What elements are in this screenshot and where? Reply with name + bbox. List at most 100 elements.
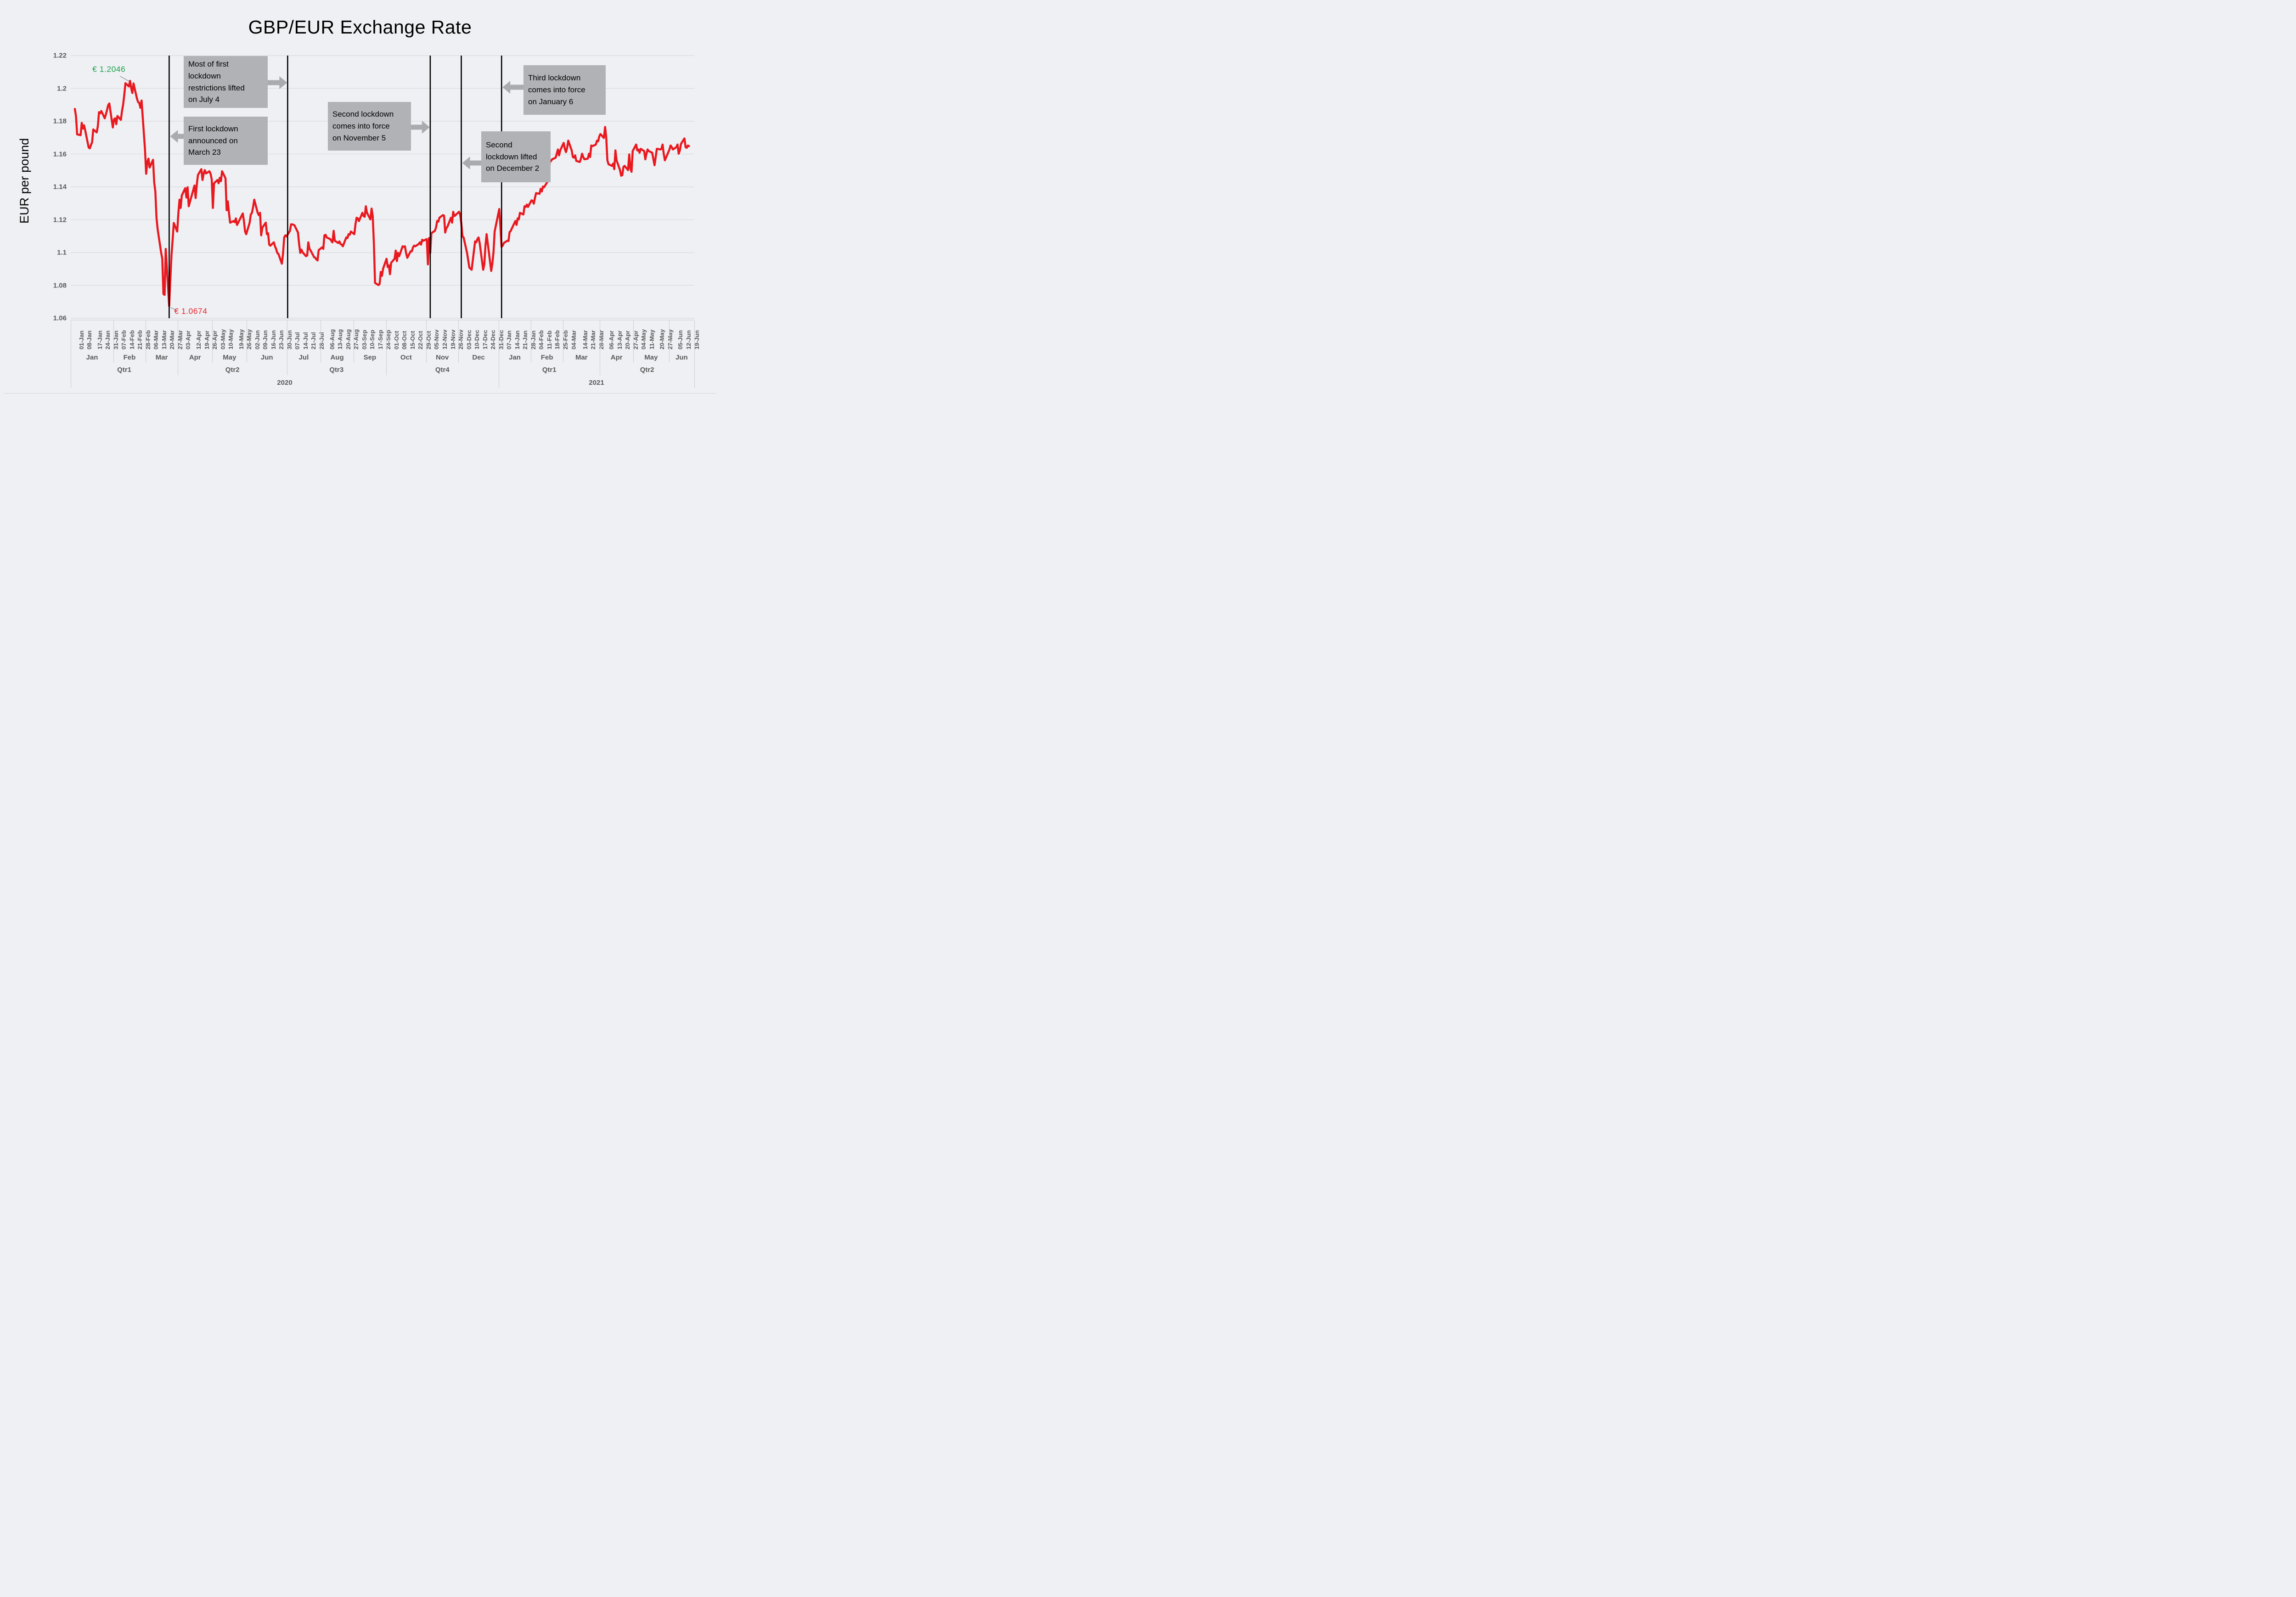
x-tick-label: 13-Apr	[616, 330, 623, 349]
x-tick-label: 03-May	[219, 329, 226, 349]
min-marker-leader	[170, 307, 178, 311]
x-tick-label: 20-May	[658, 329, 666, 349]
month-label: Apr	[610, 354, 623, 361]
year-label: 2021	[589, 379, 604, 387]
x-tick-label: 03-Sep	[360, 330, 368, 349]
plot-canvas	[71, 55, 694, 321]
quarter-label: Qtr4	[435, 366, 450, 374]
x-tick-label: 01-Oct	[393, 331, 400, 349]
x-tick-label: 07-Feb	[120, 330, 128, 349]
x-tick-label: 12-Jun	[685, 330, 692, 349]
x-tick-label: 12-Nov	[441, 329, 448, 349]
x-tick-label: 13-Mar	[160, 330, 168, 349]
x-tick-label: 12-Apr	[195, 330, 202, 349]
x-tick-label: 07-Jul	[294, 332, 301, 349]
x-tick-label: 09-Jun	[262, 330, 269, 349]
y-tick-label: 1.06	[53, 314, 67, 322]
x-tick-label: 27-May	[666, 329, 674, 349]
x-tick-label: 11-May	[648, 329, 655, 349]
annotation-arrow-left-icon	[462, 157, 481, 169]
x-tick-label: 04-May	[640, 329, 647, 349]
x-tick-label: 16-Jun	[270, 330, 277, 349]
month-separator	[458, 321, 459, 363]
x-tick-label: 02-Jun	[253, 330, 261, 349]
y-tick-label: 1.22	[53, 51, 67, 60]
x-tick-label: 24-Jan	[104, 330, 112, 349]
month-label: Jul	[298, 354, 309, 361]
x-tick-label: 19-May	[237, 329, 245, 349]
x-tick-label: 28-Jul	[318, 332, 325, 349]
x-tick-label: 13-Aug	[337, 329, 344, 349]
x-tick-label: 20-Apr	[624, 330, 631, 349]
x-tick-label: 05-Nov	[433, 329, 440, 349]
x-tick-label: 03-Apr	[185, 330, 192, 349]
x-tick-label: 17-Dec	[481, 330, 489, 349]
quarter-label: Qtr3	[329, 366, 344, 374]
annotation-second-lockdown-lifted-december2: Second lockdown lifted on December 2	[481, 131, 551, 182]
x-tick-label: 06-Aug	[328, 329, 336, 349]
max-value-label: € 1.2046	[92, 64, 126, 74]
x-tick-label: 22-Oct	[417, 331, 424, 349]
x-tick-label: 06-Apr	[608, 330, 615, 349]
annotation-arrow-right-icon	[411, 121, 430, 134]
month-label: Jun	[260, 354, 273, 361]
year-label: 2020	[277, 379, 293, 387]
annotation-arrow-right-icon	[268, 76, 287, 89]
y-tick-label: 1.18	[53, 117, 67, 125]
quarter-label: Qtr2	[225, 366, 240, 374]
x-tick-label: 05-Jun	[677, 330, 684, 349]
x-tick-label: 14-Mar	[581, 330, 589, 349]
x-tick-label: 01-Jan	[78, 330, 85, 349]
month-label: Sep	[363, 354, 377, 361]
x-tick-label: 10-Dec	[473, 330, 481, 349]
annotation-arrow-left-icon	[502, 81, 523, 94]
x-tick-label: 14-Jan	[513, 330, 521, 349]
month-label: Jan	[86, 354, 98, 361]
quarter-label: Qtr1	[542, 366, 557, 374]
quarter-label: Qtr1	[117, 366, 131, 374]
x-tick-label: 21-Mar	[590, 330, 597, 349]
y-tick-label: 1.14	[53, 183, 67, 191]
exchange-rate-line	[73, 79, 690, 307]
x-tick-label: 28-Mar	[597, 330, 605, 349]
min-value-label: € 1.0674	[174, 306, 208, 316]
x-tick-label: 10-May	[227, 329, 235, 349]
x-tick-label: 19-Apr	[203, 330, 210, 349]
x-tick-label: 15-Oct	[409, 331, 416, 349]
quarter-label: Qtr2	[640, 366, 654, 374]
month-label: Aug	[330, 354, 344, 361]
x-tick-label: 11-Feb	[546, 330, 553, 349]
x-tick-label: 08-Oct	[401, 331, 408, 349]
month-separator	[426, 321, 427, 363]
y-tick-label: 1.12	[53, 216, 67, 224]
annotation-third-lockdown-january6: Third lockdown comes into force on Janua…	[523, 65, 606, 115]
x-tick-label: 14-Feb	[128, 330, 135, 349]
month-label: May	[644, 354, 658, 361]
x-tick-label: 23-Jun	[278, 330, 285, 349]
y-tick-label: 1.16	[53, 150, 67, 158]
month-label: Mar	[575, 354, 588, 361]
x-tick-label: 04-Feb	[538, 330, 545, 349]
x-tick-label: 17-Jan	[96, 330, 103, 349]
y-tick-label: 1.2	[57, 84, 67, 92]
month-label: Feb	[123, 354, 136, 361]
x-tick-label: 20-Mar	[169, 330, 176, 349]
axis-edge-separator	[694, 321, 695, 388]
x-tick-label: 06-Mar	[152, 330, 160, 349]
max-marker-leader	[119, 76, 129, 82]
y-axis-label: EUR per pound	[17, 138, 31, 224]
x-tick-label: 20-Aug	[344, 329, 352, 349]
month-label: Oct	[400, 354, 412, 361]
y-tick-label: 1.1	[57, 248, 67, 257]
annotation-first-lockdown-march23: First lockdown announced on March 23	[184, 117, 268, 165]
x-tick-label: 03-Dec	[465, 330, 473, 349]
chart-title: GBP/EUR Exchange Rate	[248, 17, 472, 38]
annotation-lockdown-lifted-july4: Most of first lockdown restrictions lift…	[184, 56, 268, 108]
month-separator	[113, 321, 114, 363]
y-tick-label: 1.08	[53, 281, 67, 289]
annotation-second-lockdown-november5: Second lockdown comes into force on Nove…	[328, 102, 411, 151]
month-label: Apr	[189, 354, 201, 361]
month-label: May	[223, 354, 236, 361]
x-tick-label: 17-Sep	[377, 330, 384, 349]
x-tick-label: 14-Jul	[302, 332, 309, 349]
